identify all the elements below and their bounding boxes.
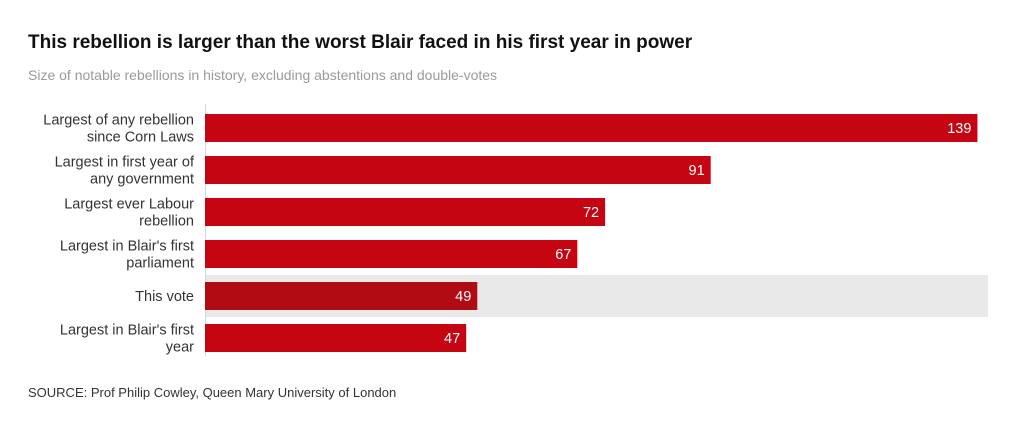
data-label: 72 <box>583 205 599 221</box>
data-label: 67 <box>555 247 571 263</box>
chart-subtitle: Size of notable rebellions in history, e… <box>28 67 498 83</box>
category-label: any government <box>90 172 194 188</box>
category-label: Largest in first year of <box>55 155 195 171</box>
category-label: Largest in Blair's first <box>60 323 194 339</box>
data-label: 139 <box>947 121 971 137</box>
bar <box>205 240 578 268</box>
category-label: Largest in Blair's first <box>60 239 194 255</box>
category-label: Largest of any rebellion <box>43 113 194 129</box>
bar <box>205 114 978 142</box>
category-label: parliament <box>126 256 194 272</box>
bar <box>205 198 606 226</box>
data-label: 47 <box>444 331 460 347</box>
category-label: rebellion <box>139 214 194 230</box>
bar <box>205 324 467 352</box>
bar <box>205 156 711 184</box>
chart-title: This rebellion is larger than the worst … <box>28 32 693 53</box>
category-label: Largest ever Labour <box>64 197 194 213</box>
category-label: since Corn Laws <box>87 130 194 146</box>
chart-source: SOURCE: Prof Philip Cowley, Queen Mary U… <box>28 385 397 400</box>
data-label: 49 <box>455 289 471 305</box>
data-label: 91 <box>689 163 705 179</box>
bar <box>205 282 478 310</box>
category-label: This vote <box>135 289 194 305</box>
category-label: year <box>166 340 194 356</box>
